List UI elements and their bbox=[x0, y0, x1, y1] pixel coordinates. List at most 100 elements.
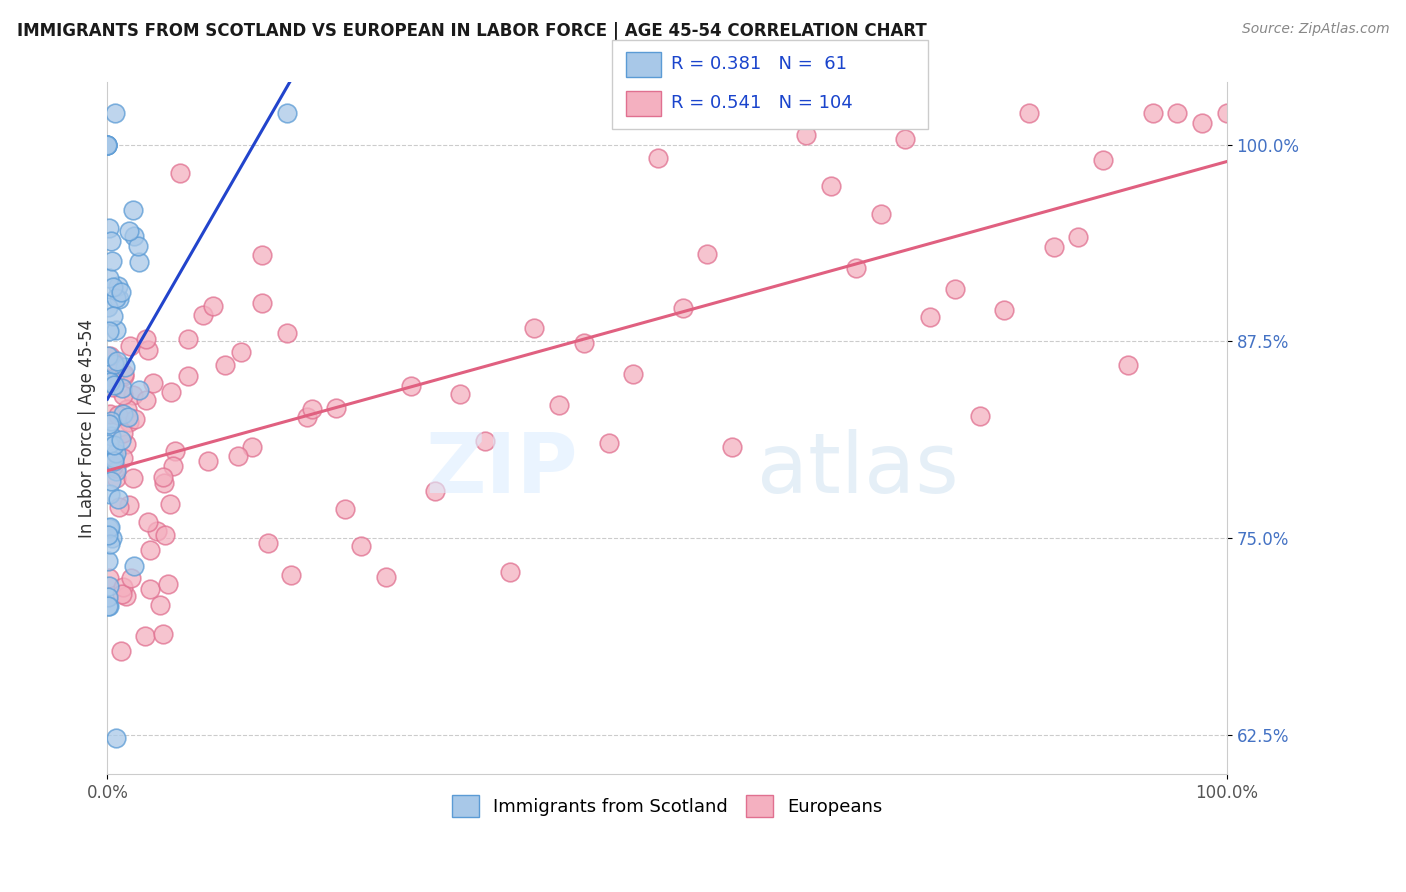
Point bbox=[97, 521, 120, 535]
Point bbox=[176, 332, 198, 346]
Point bbox=[240, 440, 263, 454]
Point bbox=[548, 398, 571, 412]
Point bbox=[98, 270, 121, 285]
Point bbox=[146, 524, 169, 538]
Point bbox=[214, 358, 236, 372]
Point bbox=[96, 137, 118, 152]
Point bbox=[118, 224, 141, 238]
Text: Source: ZipAtlas.com: Source: ZipAtlas.com bbox=[1241, 22, 1389, 37]
Point bbox=[1166, 106, 1188, 120]
Point bbox=[114, 360, 136, 375]
Point bbox=[98, 220, 121, 235]
Point bbox=[97, 554, 120, 568]
Point bbox=[104, 464, 127, 478]
Point bbox=[159, 384, 181, 399]
Point bbox=[97, 349, 120, 363]
Point bbox=[118, 498, 141, 512]
Point bbox=[120, 339, 142, 353]
Point bbox=[97, 374, 120, 388]
Point bbox=[399, 379, 422, 393]
Point bbox=[325, 401, 347, 415]
Point bbox=[101, 254, 124, 268]
Legend: Immigrants from Scotland, Europeans: Immigrants from Scotland, Europeans bbox=[444, 788, 890, 824]
Point bbox=[572, 336, 595, 351]
Point bbox=[97, 579, 120, 593]
Point bbox=[107, 491, 129, 506]
Point bbox=[1092, 153, 1115, 167]
Point bbox=[101, 459, 124, 474]
Point bbox=[598, 436, 620, 450]
Point bbox=[159, 497, 181, 511]
Point bbox=[474, 434, 496, 448]
Point bbox=[696, 247, 718, 261]
Point bbox=[118, 415, 141, 429]
Point bbox=[104, 731, 127, 745]
Point bbox=[672, 301, 695, 315]
Point bbox=[250, 248, 273, 262]
Point bbox=[169, 166, 191, 180]
Point bbox=[139, 582, 162, 597]
Point bbox=[138, 543, 160, 558]
Point bbox=[229, 345, 252, 359]
Point bbox=[523, 320, 546, 334]
Point bbox=[120, 571, 142, 585]
Point bbox=[894, 132, 917, 146]
Point bbox=[155, 528, 177, 542]
Point bbox=[103, 454, 125, 468]
Point bbox=[745, 106, 768, 120]
Point bbox=[127, 239, 149, 253]
Point bbox=[191, 309, 214, 323]
Point bbox=[110, 285, 132, 300]
Text: R = 0.541   N = 104: R = 0.541 N = 104 bbox=[671, 95, 852, 112]
Point bbox=[98, 599, 121, 613]
Point bbox=[301, 401, 323, 416]
Point bbox=[122, 228, 145, 243]
Point bbox=[111, 451, 134, 466]
Point bbox=[256, 536, 278, 550]
Point bbox=[124, 558, 146, 573]
Point bbox=[107, 279, 129, 293]
Point bbox=[647, 151, 669, 165]
Point bbox=[96, 137, 118, 152]
Point bbox=[104, 323, 127, 337]
Point bbox=[112, 368, 135, 383]
Text: IMMIGRANTS FROM SCOTLAND VS EUROPEAN IN LABOR FORCE | AGE 45-54 CORRELATION CHAR: IMMIGRANTS FROM SCOTLAND VS EUROPEAN IN … bbox=[17, 22, 927, 40]
Point bbox=[152, 627, 174, 641]
Point bbox=[177, 368, 200, 383]
Point bbox=[108, 500, 131, 514]
Y-axis label: In Labor Force | Age 45-54: In Labor Force | Age 45-54 bbox=[79, 318, 96, 538]
Point bbox=[103, 371, 125, 385]
Point bbox=[100, 428, 122, 442]
Point bbox=[943, 282, 966, 296]
Point bbox=[115, 589, 138, 603]
Point bbox=[105, 470, 128, 484]
Point bbox=[112, 367, 135, 381]
Point bbox=[845, 261, 868, 276]
Point bbox=[117, 402, 139, 417]
Point bbox=[1216, 106, 1239, 120]
Point bbox=[920, 310, 942, 324]
Point bbox=[721, 440, 744, 454]
Point bbox=[117, 409, 139, 424]
Point bbox=[98, 349, 121, 363]
Point bbox=[142, 376, 165, 390]
Point bbox=[114, 437, 136, 451]
Point bbox=[770, 106, 793, 120]
Point bbox=[165, 443, 187, 458]
Point bbox=[276, 326, 298, 340]
Point bbox=[449, 387, 471, 401]
Point bbox=[98, 417, 121, 431]
Point bbox=[280, 567, 302, 582]
Point bbox=[111, 425, 134, 440]
Point bbox=[149, 598, 172, 612]
Point bbox=[295, 409, 318, 424]
Point bbox=[1018, 106, 1040, 120]
Point bbox=[162, 459, 184, 474]
Point bbox=[350, 540, 373, 554]
Point bbox=[101, 309, 124, 323]
Point bbox=[1191, 116, 1213, 130]
Point bbox=[98, 325, 121, 339]
Point bbox=[111, 580, 134, 594]
Point bbox=[98, 487, 121, 501]
Point bbox=[869, 206, 891, 220]
